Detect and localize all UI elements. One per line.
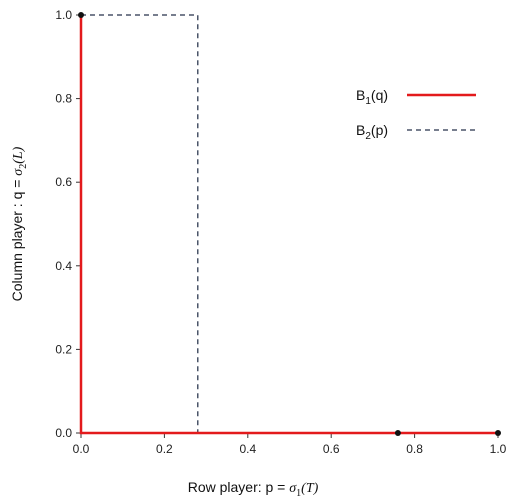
series-layer [79, 14, 498, 435]
legend-label-1: B1(q) [356, 87, 388, 107]
x-axis-label: Row player: p = σ1(T) [188, 479, 319, 499]
x-tick-label: 0.2 [156, 442, 173, 456]
y-axis-label: Column player : q = σ2(L) [9, 146, 29, 301]
x-tick-label: 0.6 [323, 442, 340, 456]
series-line-1 [79, 15, 498, 435]
x-tick-label: 0.8 [406, 442, 423, 456]
equilibrium-point [394, 430, 401, 436]
y-tick-label: 0.0 [55, 426, 72, 440]
legend: B1(q) B2(p) [356, 87, 476, 142]
axes: 0.0 0.2 0.4 0.6 0.8 1.0 0.0 0.2 0.4 0.6 0.8 1.0 [55, 8, 506, 456]
x-tick-label: 0.0 [73, 442, 90, 456]
y-tick-label: 0.6 [55, 175, 72, 189]
y-tick-label: 0.8 [55, 92, 72, 106]
legend-label-2: B2(p) [356, 122, 388, 142]
x-tick-label: 0.4 [239, 442, 256, 456]
equilibrium-point [78, 12, 84, 18]
x-tick-label: 1.0 [490, 442, 507, 456]
points-layer [78, 12, 501, 436]
y-tick-label: 0.2 [55, 342, 72, 356]
series-line-2 [81, 14, 498, 434]
equilibrium-point [495, 430, 501, 436]
y-tick-label: 0.4 [55, 259, 72, 273]
y-tick-label: 1.0 [55, 8, 72, 22]
